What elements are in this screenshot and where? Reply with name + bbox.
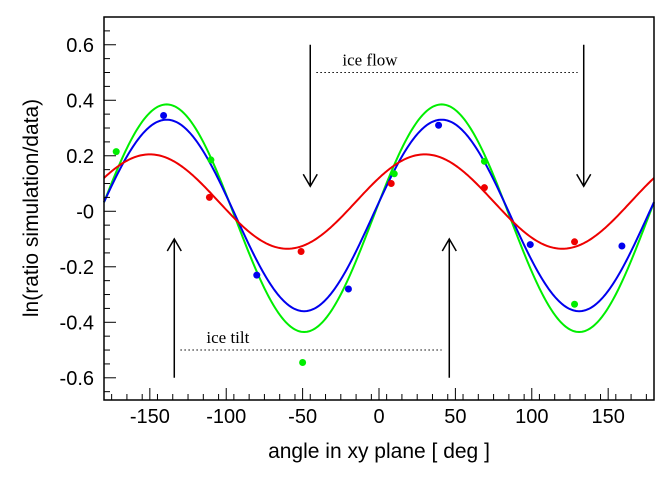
x-tick-label: 100 xyxy=(515,406,548,428)
data-point-1-1 xyxy=(253,271,261,279)
data-point-2-0 xyxy=(205,193,213,201)
data-point-2-1 xyxy=(297,248,305,256)
x-tick-label: -100 xyxy=(206,406,246,428)
data-point-1-5 xyxy=(618,242,626,250)
fit-curve-2 xyxy=(103,153,655,250)
y-tick-label: -0.2 xyxy=(60,257,94,279)
annotation-arrowhead-1-0 xyxy=(166,237,182,252)
data-point-1-0 xyxy=(160,112,168,120)
data-point-1-4 xyxy=(526,241,534,249)
data-point-0-0 xyxy=(112,148,120,156)
annotation-label-0: ice flow xyxy=(342,51,398,70)
annotation-label-1: ice tilt xyxy=(206,328,249,347)
data-point-2-4 xyxy=(571,238,579,246)
data-point-0-5 xyxy=(571,300,579,308)
y-tick-label: -0.4 xyxy=(60,312,94,334)
fit-curve-0 xyxy=(103,103,655,334)
x-tick-label: 150 xyxy=(591,406,624,428)
y-tick-label: 0.4 xyxy=(66,90,94,112)
x-tick-label: 0 xyxy=(373,406,384,428)
x-tick-label: -150 xyxy=(130,406,170,428)
x-tick-label: -50 xyxy=(288,406,317,428)
plot-frame xyxy=(103,16,655,401)
fit-curves xyxy=(103,103,655,334)
annotation-arrowhead-1-1 xyxy=(441,237,457,252)
data-point-1-3 xyxy=(435,121,443,129)
data-point-0-1 xyxy=(207,156,215,164)
annotations: ice flow ice tilt xyxy=(166,44,592,378)
data-point-1-2 xyxy=(344,285,352,293)
y-tick-label: 0.6 xyxy=(66,35,94,57)
data-point-2-2 xyxy=(387,180,395,188)
data-points xyxy=(112,112,626,367)
data-point-0-3 xyxy=(390,170,398,178)
y-axis-title: ln(ratio simulation/data) xyxy=(20,99,43,317)
y-tick-label: -0.6 xyxy=(60,368,94,390)
y-tick-label: 0.2 xyxy=(66,146,94,168)
axes: -150 -100 -50 0 50 100 150 -0.6 -0.4 -0.2 -0 0.2 0.4… xyxy=(60,30,647,428)
data-point-0-4 xyxy=(480,157,488,165)
x-axis-title: angle in xy plane [ deg ] xyxy=(268,440,490,463)
annotation-arrowhead-0-0 xyxy=(302,173,318,188)
data-point-2-3 xyxy=(480,184,488,192)
data-point-0-2 xyxy=(299,359,307,367)
fit-curve-1 xyxy=(103,118,655,313)
annotation-arrowhead-0-1 xyxy=(576,173,592,188)
x-tick-label: 50 xyxy=(444,406,466,428)
y-tick-label: -0 xyxy=(76,201,94,223)
